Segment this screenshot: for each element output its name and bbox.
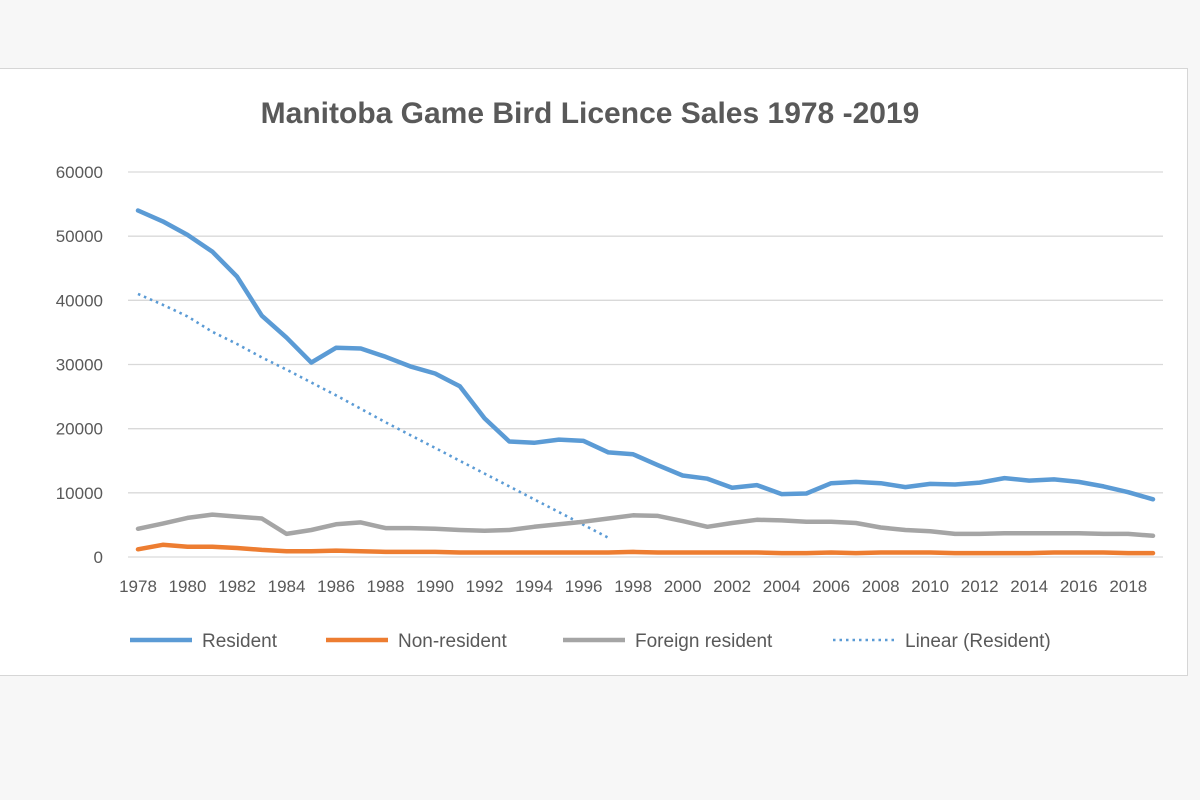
y-tick-label: 60000 [56,163,103,182]
series-line-linear-resident [137,292,609,539]
x-tick-label: 2006 [812,577,850,596]
series-line-non-resident [135,542,1156,556]
gridlines [128,171,1163,558]
x-tick-label: 1996 [565,577,603,596]
x-tick-label: 1980 [169,577,207,596]
y-tick-label: 0 [94,548,103,567]
x-tick-label: 1992 [466,577,504,596]
x-tick-label: 1994 [515,577,553,596]
legend-label: Resident [202,631,278,652]
series-lines [135,208,1156,556]
y-tick-label: 50000 [56,227,103,246]
series-line-resident [135,208,1156,502]
line-chart: Manitoba Game Bird Licence Sales 1978 -2… [56,97,1163,652]
x-tick-label: 2004 [763,577,801,596]
x-tick-label: 2014 [1010,577,1048,596]
series-line-foreign-resident [135,512,1156,539]
x-tick-label: 1982 [218,577,256,596]
x-tick-label: 1998 [614,577,652,596]
chart-frame: Manitoba Game Bird Licence Sales 1978 -2… [0,68,1188,676]
legend-label: Foreign resident [635,631,773,652]
x-tick-label: 1978 [119,577,157,596]
x-tick-label: 2018 [1109,577,1147,596]
x-tick-label: 1988 [367,577,405,596]
y-tick-label: 20000 [56,420,103,439]
x-tick-label: 2016 [1060,577,1098,596]
chart-title: Manitoba Game Bird Licence Sales 1978 -2… [261,97,920,130]
x-tick-label: 2002 [713,577,751,596]
legend-label: Non-resident [398,631,507,652]
y-axis-ticks: 0 10000 20000 30000 40000 50000 60000 [56,163,103,567]
y-tick-label: 30000 [56,356,103,375]
x-tick-label: 2010 [911,577,949,596]
x-tick-label: 2012 [961,577,999,596]
x-tick-label: 1984 [268,577,306,596]
x-tick-label: 2000 [664,577,702,596]
y-tick-label: 10000 [56,484,103,503]
x-axis-ticks: 1978 1980 1982 1984 1986 1988 1990 1992 1994 1996… [119,577,1147,596]
x-tick-label: 1990 [416,577,454,596]
x-tick-label: 2008 [862,577,900,596]
legend: Resident Non-resident Foreign resident Line… [130,631,1051,652]
legend-label: Linear (Resident) [905,631,1051,652]
x-tick-label: 1986 [317,577,355,596]
y-tick-label: 40000 [56,291,103,310]
